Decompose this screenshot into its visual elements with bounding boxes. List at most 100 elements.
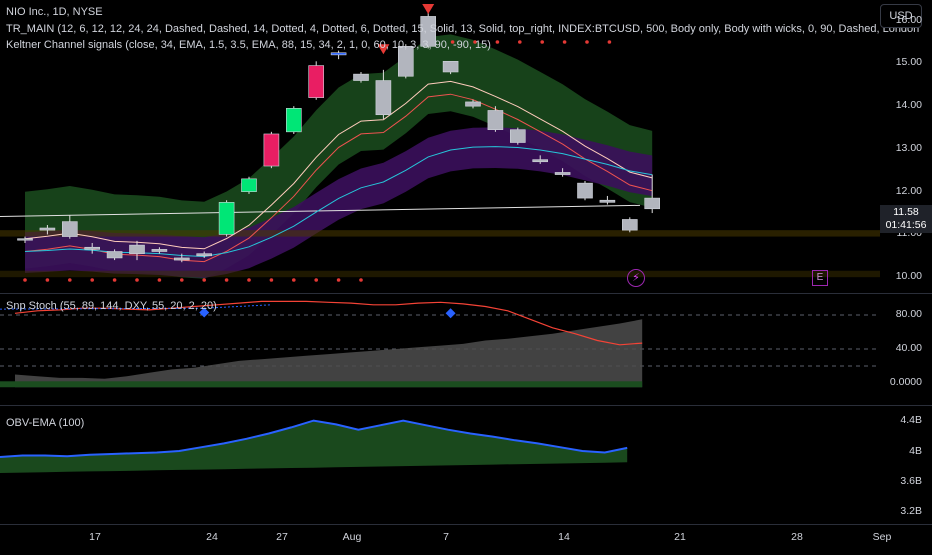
signal-dot — [68, 278, 72, 282]
candle-body — [442, 60, 459, 73]
candle-body — [353, 73, 369, 81]
candle-body — [106, 251, 123, 259]
price-axis-label: 14.00 — [895, 99, 922, 112]
time-axis-label: Aug — [342, 531, 362, 543]
candle-body — [218, 202, 235, 235]
stoch-gray-area — [15, 319, 643, 388]
obv-pane-title[interactable]: OBV-EMA (100) — [6, 417, 85, 429]
candle-body — [84, 246, 100, 250]
signal-dot — [495, 40, 500, 44]
keltner-band-fill — [25, 34, 653, 279]
signal-dot — [292, 278, 296, 282]
time-axis-label: 24 — [206, 531, 218, 543]
signal-dot — [23, 278, 27, 282]
candle-body — [241, 178, 257, 192]
stoch-diamond-marker — [445, 308, 456, 319]
stoch-axis-label: 40.00 — [895, 342, 922, 354]
candle-body — [196, 253, 212, 257]
price-axis-label: 16.00 — [895, 13, 922, 26]
candle-body — [285, 108, 302, 133]
candle-body — [308, 65, 325, 98]
sell-signal-triangle — [377, 44, 390, 55]
candle-body — [509, 129, 526, 143]
candle-body — [39, 227, 56, 231]
mid-ema-line — [24, 93, 653, 263]
support-zone-lower — [0, 270, 880, 278]
obv-axis-label: 4.4B — [900, 414, 922, 427]
signal-dot — [473, 40, 477, 44]
candle-body — [151, 249, 168, 252]
candle-body — [263, 133, 280, 167]
signal-dot — [336, 278, 341, 282]
earnings-event-marker[interactable]: E — [812, 270, 828, 286]
obv-axis-label: 3.2B — [900, 505, 922, 518]
candle-body — [465, 101, 481, 107]
signal-dot — [247, 278, 251, 282]
signal-dot — [518, 40, 522, 44]
indicator-tr-main-legend[interactable]: TR_MAIN (12, 6, 12, 12, 24, 24, Dashed, … — [6, 23, 920, 35]
candle-body — [420, 16, 437, 47]
obv-line — [0, 419, 628, 458]
obv-axis-label: 4B — [909, 444, 922, 457]
time-axis-separator — [0, 524, 932, 525]
signal-dot — [180, 278, 184, 282]
currency-button[interactable]: USD — [880, 4, 922, 28]
purple-band-fill — [25, 127, 653, 278]
signal-dot — [450, 40, 455, 44]
signal-dot — [607, 40, 612, 44]
candle-body — [577, 182, 593, 199]
stoch-line — [14, 300, 643, 346]
pane-separator-2[interactable] — [0, 405, 932, 406]
candle-body — [621, 219, 638, 231]
time-axis-label: Sep — [872, 531, 892, 543]
stoch-diamond-marker — [199, 307, 210, 318]
signal-dot — [585, 40, 589, 44]
stoch-pane-title[interactable]: Snp Stoch (55, 89, 144, DXY, 55, 20, 2, … — [6, 300, 217, 312]
signal-dot — [202, 278, 206, 282]
sell-signal-triangle — [422, 4, 435, 14]
signal-dot — [562, 40, 567, 44]
time-axis-label: 28 — [791, 531, 803, 543]
signal-dot — [540, 40, 544, 44]
time-axis-label: 21 — [674, 531, 686, 543]
indicator-keltner-legend[interactable]: Keltner Channel signals (close, 34, EMA,… — [6, 39, 491, 51]
candle-body — [644, 197, 661, 210]
time-axis-label: 17 — [89, 531, 101, 543]
stoch-green-area — [0, 381, 643, 388]
candle-body — [330, 52, 347, 56]
stoch-axis-label: 0.0000 — [889, 376, 922, 388]
signal-dot — [135, 278, 139, 282]
signal-dot — [112, 278, 117, 282]
symbol-title[interactable]: NIO Inc., 1D, NYSE — [6, 6, 103, 18]
candle-body — [17, 238, 33, 241]
bar-countdown: 01:41:56 — [885, 219, 927, 231]
candle-body — [174, 257, 190, 261]
time-axis-label: 27 — [276, 531, 288, 543]
time-axis-label: 14 — [558, 531, 570, 543]
obv-axis-label: 3.6B — [900, 475, 922, 488]
price-axis-label: 10.00 — [895, 270, 922, 283]
price-axis-label: 12.00 — [895, 184, 922, 197]
signal-dot — [224, 278, 229, 282]
candle-body — [129, 244, 145, 254]
pane-separator-1[interactable] — [0, 293, 932, 294]
stoch-axis-label: 80.00 — [895, 308, 922, 320]
price-axis-label: 13.00 — [895, 141, 922, 154]
candle-body — [599, 199, 616, 203]
long-ema-line — [0, 204, 641, 217]
support-zone — [0, 230, 880, 237]
bolt-icon[interactable]: ⚡ — [627, 269, 645, 287]
signal-dot — [45, 278, 50, 282]
signal-dot — [269, 278, 274, 282]
signal-dot — [314, 278, 319, 282]
signal-dot — [359, 278, 363, 282]
time-axis-label: 7 — [443, 531, 449, 543]
last-price: 11.58 — [893, 206, 919, 218]
candle-body — [487, 110, 504, 130]
fast-ema-line — [24, 80, 653, 250]
obv-fill — [0, 420, 628, 473]
candle-body — [397, 46, 414, 77]
candle-body — [61, 221, 78, 237]
